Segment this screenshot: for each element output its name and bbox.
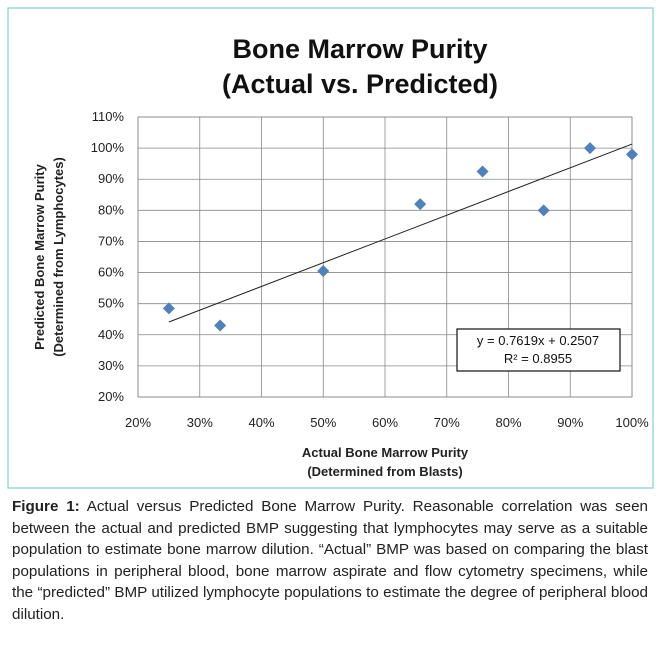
y-axis-title: (Determined from Lymphocytes) xyxy=(51,157,66,357)
chart: Bone Marrow Purity (Actual vs. Predicted… xyxy=(7,7,654,489)
y-tick-label: 110% xyxy=(92,109,125,124)
x-axis-title: (Determined from Blasts) xyxy=(307,464,462,479)
y-axis-title: Predicted Bone Marrow Purity xyxy=(32,163,47,349)
point xyxy=(162,302,175,315)
x-tick-label: 30% xyxy=(187,415,213,430)
caption: Figure 1: Actual versus Predicted Bone M… xyxy=(12,496,648,625)
x-tick-label: 50% xyxy=(310,415,336,430)
y-tick-label: 60% xyxy=(98,265,124,280)
x-tick-label: 90% xyxy=(557,415,583,430)
point xyxy=(584,142,597,155)
trendline xyxy=(168,143,633,323)
annotation: y = 0.7619x + 0.2507 xyxy=(477,333,599,348)
point xyxy=(414,198,427,211)
chart-title: (Actual vs. Predicted) xyxy=(222,69,498,99)
y-tick-label: 90% xyxy=(98,171,124,186)
y-tick-label: 20% xyxy=(98,389,124,404)
point xyxy=(476,165,489,178)
y-tick-label: 100% xyxy=(91,140,125,155)
x-tick-label: 70% xyxy=(434,415,460,430)
x-tick-label: 40% xyxy=(248,415,274,430)
x-tick-label: 100% xyxy=(615,415,649,430)
y-tick-label: 70% xyxy=(98,233,124,248)
caption-text: Actual versus Predicted Bone Marrow Puri… xyxy=(12,498,648,623)
x-tick-label: 60% xyxy=(372,415,398,430)
caption-label: Figure 1: xyxy=(12,498,80,515)
x-tick-label: 20% xyxy=(125,415,151,430)
annotation-box xyxy=(456,328,621,372)
point xyxy=(317,265,330,277)
point xyxy=(214,319,227,332)
y-tick-label: 80% xyxy=(98,202,124,217)
y-tick-label: 30% xyxy=(98,358,124,373)
point xyxy=(537,204,550,217)
figure-border xyxy=(7,7,654,489)
y-tick-label: 50% xyxy=(98,296,124,311)
chart-title: Bone Marrow Purity xyxy=(232,34,487,64)
y-tick-label: 40% xyxy=(98,327,124,342)
x-axis-title: Actual Bone Marrow Purity xyxy=(302,445,469,460)
x-tick-label: 80% xyxy=(495,415,521,430)
plot-border xyxy=(137,116,633,398)
point xyxy=(626,148,638,161)
annotation: R² = 0.8955 xyxy=(504,351,572,366)
